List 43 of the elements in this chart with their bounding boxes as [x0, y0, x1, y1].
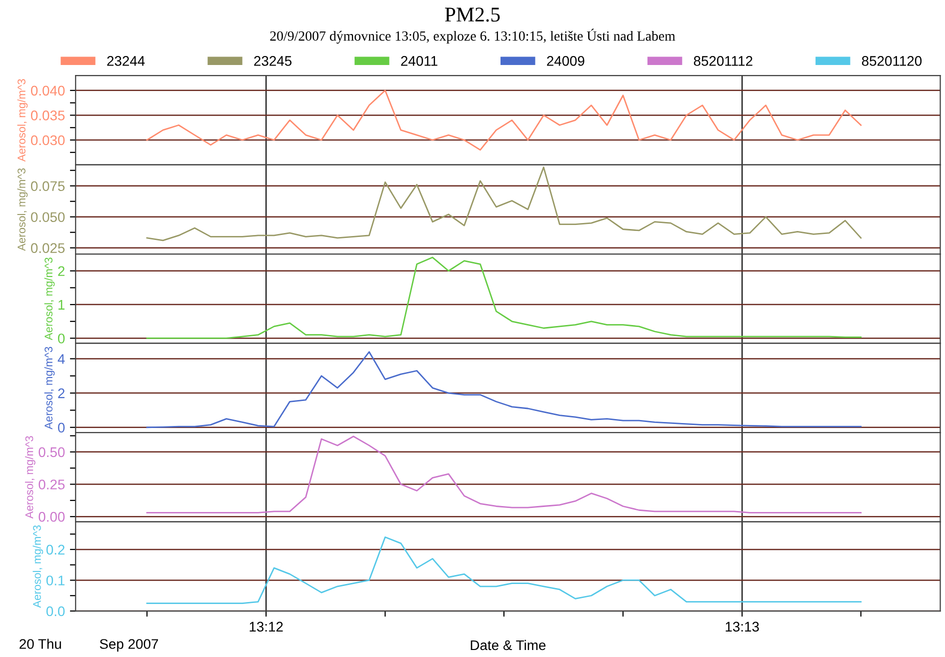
legend-label: 85201112 — [694, 56, 752, 66]
y-tick-label: 2 — [58, 388, 64, 398]
line-series — [146, 256, 862, 339]
y-tick-label: 1 — [58, 300, 65, 310]
y-axis-title: Aerosol, mg/m^3 — [32, 525, 44, 608]
legend-label: 23244 — [107, 56, 145, 66]
y-tick-label: 0.0 — [46, 606, 65, 616]
y-tick-label: 0.025 — [30, 243, 65, 254]
y-axis-title: Aerosol, mg/m^3 — [17, 79, 28, 162]
text: Sep 2007 — [100, 639, 158, 652]
text: 20 Thu — [20, 638, 61, 649]
y-axis-title: Aerosol, mg/m^3 — [17, 168, 28, 251]
y-tick-label: 0.00 — [38, 512, 65, 522]
line-series — [146, 166, 862, 242]
line-series — [146, 536, 862, 604]
y-tick-label: 0.050 — [30, 212, 65, 222]
y-tick-label: 0.50 — [38, 447, 65, 458]
legend-label: 23245 — [254, 56, 292, 66]
y-tick-label: 0.1 — [46, 576, 65, 586]
legend-label: 85201120 — [862, 56, 922, 66]
y-tick-label: 2 — [58, 266, 64, 276]
line-series — [146, 351, 862, 428]
legend-label: 24011 — [401, 56, 438, 66]
line-series — [146, 90, 862, 151]
y-tick-label: 0 — [58, 422, 65, 433]
y-axis-title: Aerosol, mg/m^3 — [44, 346, 55, 430]
y-tick-label: 4 — [58, 354, 65, 364]
y-axis-title: Aerosol, mg/m^3 — [25, 436, 36, 519]
x-tick-label: 13:13 — [726, 622, 759, 632]
y-tick-label: 0.035 — [30, 110, 65, 120]
legend-label: 24009 — [547, 56, 584, 66]
y-tick-label: 0.030 — [30, 135, 65, 146]
y-tick-label: 0.2 — [46, 544, 64, 555]
x-tick-label: 13:12 — [250, 622, 283, 632]
x-axis-title: Date & Time — [470, 640, 546, 650]
y-axis-title: Aerosol, mg/m^3 — [44, 258, 55, 340]
y-tick-label: 0.25 — [38, 480, 65, 490]
y-tick-label: 0 — [58, 334, 65, 344]
chart-subtitle: 20/9/2007 dýmovnice 13:05, exploze 6. 13:10:15, letište Ústi nad Labem — [270, 28, 676, 44]
chart-title: PM2.5 — [445, 8, 500, 22]
y-tick-label: 0.040 — [30, 86, 65, 96]
line-series — [146, 436, 862, 514]
y-tick-label: 0.075 — [30, 181, 65, 192]
